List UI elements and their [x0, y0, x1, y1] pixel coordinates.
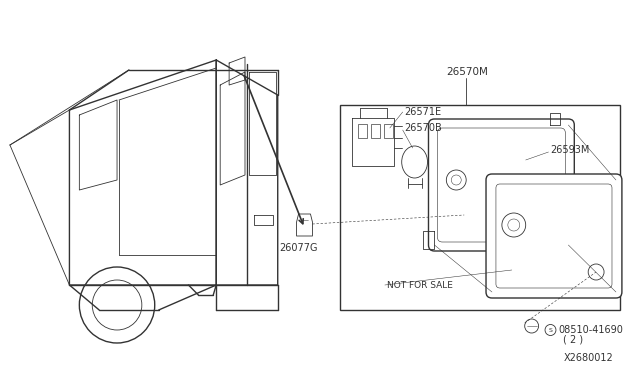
Text: 08510-41690: 08510-41690 — [559, 325, 623, 335]
Bar — [371, 124, 380, 138]
Text: 26571E: 26571E — [404, 107, 442, 117]
Text: 26570B: 26570B — [404, 123, 442, 133]
FancyBboxPatch shape — [486, 174, 622, 298]
Text: 26077G: 26077G — [280, 243, 318, 253]
Text: 26570M: 26570M — [446, 67, 488, 77]
Text: NOT FOR SALE: NOT FOR SALE — [387, 280, 452, 289]
Bar — [384, 124, 393, 138]
FancyBboxPatch shape — [429, 119, 574, 251]
Text: 26593M: 26593M — [550, 145, 590, 155]
Bar — [340, 105, 620, 310]
Text: X2680012: X2680012 — [563, 353, 613, 363]
Bar — [358, 124, 367, 138]
Text: S: S — [548, 328, 552, 333]
Text: ( 2 ): ( 2 ) — [563, 335, 584, 345]
